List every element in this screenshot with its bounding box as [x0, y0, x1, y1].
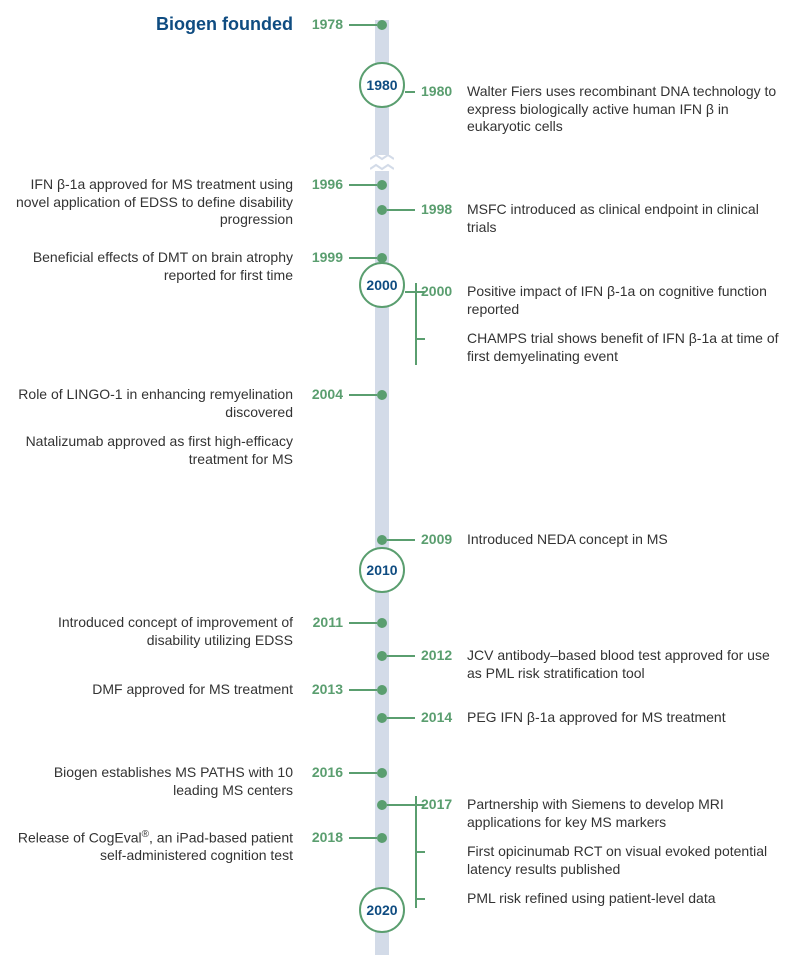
event-tick	[349, 837, 377, 839]
event-tick	[387, 655, 415, 657]
event-text: Biogen founded	[10, 13, 293, 36]
event-dot	[377, 618, 387, 628]
event-year: 2016	[303, 764, 343, 780]
event-text: Partnership with Siemens to develop MRI …	[467, 796, 787, 831]
bracket-nub	[417, 851, 425, 853]
event-year: 2014	[421, 709, 461, 725]
event-text: MSFC introduced as clinical endpoint in …	[467, 201, 787, 236]
event-text: JCV antibody–based blood test approved f…	[467, 647, 787, 682]
event-year: 1996	[303, 176, 343, 192]
decade-marker-1980: 1980	[359, 62, 405, 108]
event-dot	[377, 535, 387, 545]
event-dot	[377, 205, 387, 215]
event-year: 2012	[421, 647, 461, 663]
event-dot	[377, 833, 387, 843]
event-tick	[349, 24, 377, 26]
event-year: 2011	[303, 614, 343, 630]
event-dot	[377, 180, 387, 190]
event-dot	[377, 768, 387, 778]
decade-marker-2020: 2020	[359, 887, 405, 933]
bracket-nub	[417, 898, 425, 900]
event-dot	[377, 713, 387, 723]
event-year: 1978	[303, 16, 343, 32]
event-dot	[377, 390, 387, 400]
event-dot	[377, 253, 387, 263]
event-tick	[405, 291, 415, 293]
event-year: 2018	[303, 829, 343, 845]
event-text: First opicinumab RCT on visual evoked po…	[467, 843, 787, 878]
grouping-bracket	[415, 283, 417, 365]
event-tick	[387, 804, 415, 806]
decade-marker-2010: 2010	[359, 547, 405, 593]
spine-break-icon	[370, 155, 394, 171]
event-year: 2013	[303, 681, 343, 697]
event-tick	[349, 257, 377, 259]
event-tick	[405, 91, 415, 93]
event-dot	[377, 20, 387, 30]
event-text: Role of LINGO-1 in enhancing remyelinati…	[10, 386, 293, 421]
decade-marker-2000: 2000	[359, 262, 405, 308]
event-text: Walter Fiers uses recombinant DNA techno…	[467, 83, 787, 136]
event-year: 2009	[421, 531, 461, 547]
event-tick	[387, 539, 415, 541]
event-dot	[377, 800, 387, 810]
event-text: Release of CogEval®, an iPad-based patie…	[10, 829, 293, 865]
event-text: Natalizumab approved as first high-effic…	[10, 433, 293, 468]
event-tick	[349, 622, 377, 624]
event-text: Beneficial effects of DMT on brain atrop…	[10, 249, 293, 284]
event-year: 2000	[421, 283, 461, 299]
event-tick	[387, 717, 415, 719]
event-text: DMF approved for MS treatment	[10, 681, 293, 699]
event-year: 2004	[303, 386, 343, 402]
event-text: Introduced concept of improvement of dis…	[10, 614, 293, 649]
event-tick	[387, 209, 415, 211]
event-dot	[377, 685, 387, 695]
event-text: IFN β-1a approved for MS treatment using…	[10, 176, 293, 229]
event-tick	[349, 772, 377, 774]
event-dot	[377, 651, 387, 661]
event-text: PEG IFN β-1a approved for MS treatment	[467, 709, 787, 727]
event-text: Introduced NEDA concept in MS	[467, 531, 787, 549]
event-tick	[349, 184, 377, 186]
bracket-nub	[417, 338, 425, 340]
event-text: CHAMPS trial shows benefit of IFN β-1a a…	[467, 330, 787, 365]
event-text: Positive impact of IFN β-1a on cognitive…	[467, 283, 787, 318]
event-text: Biogen establishes MS PATHS with 10 lead…	[10, 764, 293, 799]
bracket-nub	[417, 804, 425, 806]
bracket-nub	[417, 291, 425, 293]
event-year: 1980	[421, 83, 461, 99]
event-year: 1998	[421, 201, 461, 217]
timeline-canvas: 1980 2000 2010 2020 1978 Biogen founded 1980 Wa…	[0, 0, 800, 969]
event-year: 1999	[303, 249, 343, 265]
event-tick	[349, 689, 377, 691]
event-text: PML risk refined using patient-level dat…	[467, 890, 787, 908]
event-tick	[349, 394, 377, 396]
event-year: 2017	[421, 796, 461, 812]
